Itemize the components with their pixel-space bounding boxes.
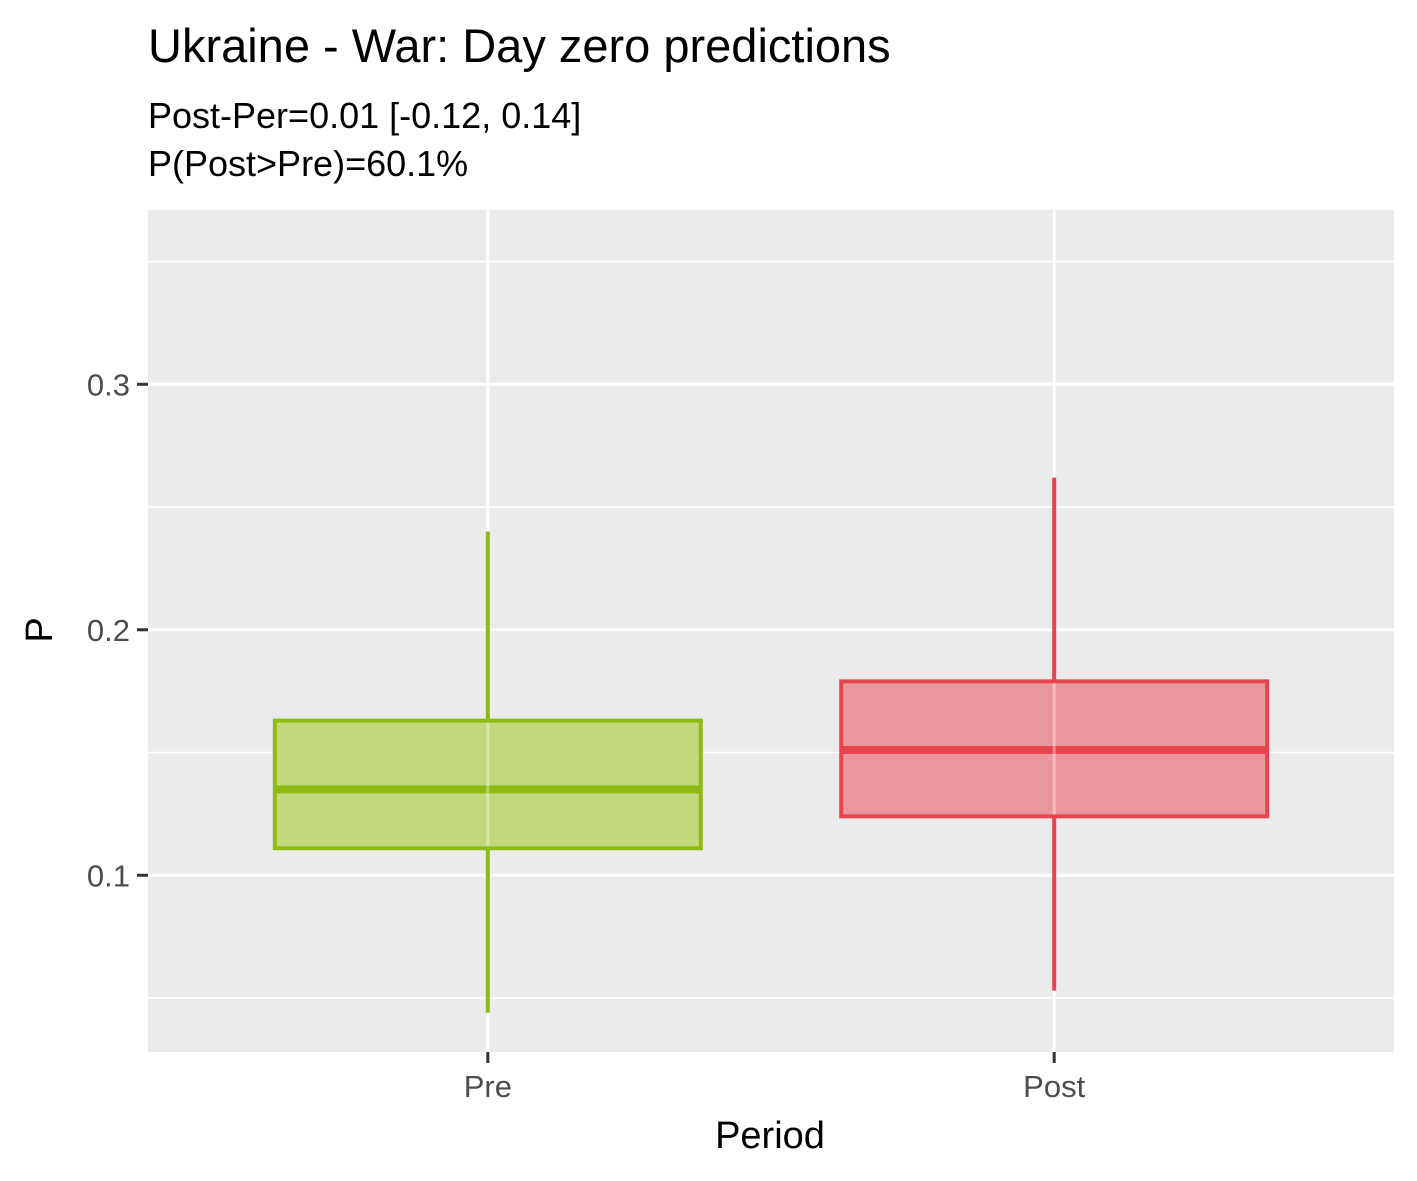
axis-layer: 0.1 0.2 0.3 Pre Post <box>87 367 1086 1104</box>
chart-title: Ukraine - War: Day zero predictions <box>148 19 891 72</box>
x-axis-title: Period <box>715 1115 825 1157</box>
y-tick-label: 0.1 <box>87 858 130 893</box>
x-tick-label-pre: Pre <box>464 1069 512 1104</box>
y-axis-title: P <box>19 617 61 642</box>
y-tick-label: 0.3 <box>87 367 130 402</box>
chart-subtitle-line-2: P(Post>Pre)=60.1% <box>148 143 468 184</box>
box-pre <box>272 718 703 851</box>
grid-lines <box>148 210 1394 1052</box>
y-tick-label: 0.2 <box>87 613 130 648</box>
box-layer <box>272 477 1270 1013</box>
x-tick-label-post: Post <box>1023 1069 1085 1104</box>
chart-subtitle-line-1: Post-Per=0.01 [-0.12, 0.14] <box>148 95 581 136</box>
